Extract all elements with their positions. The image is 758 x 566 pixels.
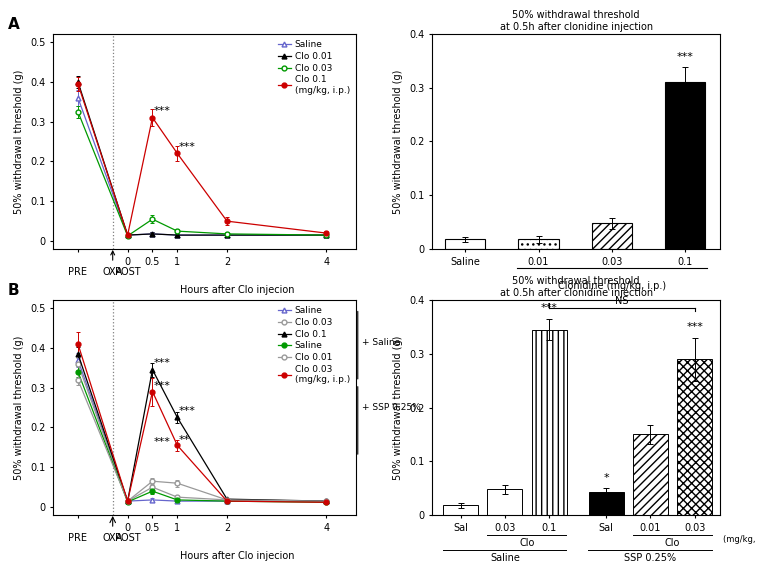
- Text: OXA: OXA: [102, 533, 123, 543]
- Bar: [445, 239, 485, 249]
- Bar: [678, 359, 713, 515]
- Title: 50% withdrawal threshold
at 0.5h after clonidine injection: 50% withdrawal threshold at 0.5h after c…: [500, 276, 653, 298]
- Text: NS: NS: [615, 297, 628, 306]
- Text: ***: ***: [686, 322, 703, 332]
- Text: ***: ***: [153, 358, 171, 368]
- Text: + Saline: + Saline: [362, 338, 400, 348]
- Legend: Saline, Clo 0.01, Clo 0.03, Clo 0.1
(mg/kg, i.p.): Saline, Clo 0.01, Clo 0.03, Clo 0.1 (mg/…: [276, 38, 352, 97]
- Text: ***: ***: [153, 106, 171, 117]
- Bar: [532, 329, 566, 515]
- Text: A: A: [8, 17, 20, 32]
- Text: POST: POST: [114, 267, 140, 277]
- Legend: Saline, Clo 0.03, Clo 0.1, Saline, Clo 0.01, Clo 0.03
(mg/kg, i.p.): Saline, Clo 0.03, Clo 0.1, Saline, Clo 0…: [276, 305, 352, 386]
- Text: POST: POST: [114, 533, 140, 543]
- Bar: [487, 489, 522, 515]
- Text: B: B: [8, 283, 19, 298]
- Y-axis label: 50% withdrawal threshold (g): 50% withdrawal threshold (g): [393, 335, 403, 480]
- Text: ***: ***: [153, 381, 171, 391]
- Bar: [589, 492, 624, 515]
- Y-axis label: 50% withdrawal threshold (g): 50% withdrawal threshold (g): [14, 69, 24, 214]
- Text: Clo: Clo: [665, 538, 681, 548]
- Y-axis label: 50% withdrawal threshold (g): 50% withdrawal threshold (g): [14, 335, 24, 480]
- Text: Clonidine (mg/kg, i.p.): Clonidine (mg/kg, i.p.): [558, 281, 666, 291]
- Text: Saline: Saline: [490, 552, 520, 563]
- Text: ***: ***: [153, 436, 171, 447]
- Text: Hours after Clo injecion: Hours after Clo injecion: [180, 551, 294, 561]
- Text: PRE: PRE: [68, 533, 87, 543]
- Text: + SSP 0.25%: + SSP 0.25%: [362, 403, 421, 412]
- Text: (mg/kg, i.p.): (mg/kg, i.p.): [723, 535, 758, 544]
- Text: ***: ***: [178, 142, 196, 152]
- Text: ***: ***: [178, 406, 196, 416]
- Text: OXA: OXA: [102, 267, 123, 277]
- Text: ***: ***: [540, 303, 558, 314]
- Bar: [443, 505, 478, 515]
- Bar: [592, 223, 632, 249]
- Bar: [633, 435, 668, 515]
- Text: *: *: [603, 473, 609, 483]
- Text: SSP 0.25%: SSP 0.25%: [625, 552, 677, 563]
- Text: PRE: PRE: [68, 267, 87, 277]
- Y-axis label: 50% withdrawal threshold (g): 50% withdrawal threshold (g): [393, 69, 403, 214]
- Bar: [665, 82, 705, 249]
- Bar: [518, 239, 559, 249]
- Text: Hours after Clo injecion: Hours after Clo injecion: [180, 285, 294, 295]
- Title: 50% withdrawal threshold
at 0.5h after clonidine injection: 50% withdrawal threshold at 0.5h after c…: [500, 10, 653, 32]
- Text: ***: ***: [677, 52, 694, 62]
- Text: Clo: Clo: [519, 538, 534, 548]
- Text: **: **: [178, 435, 190, 444]
